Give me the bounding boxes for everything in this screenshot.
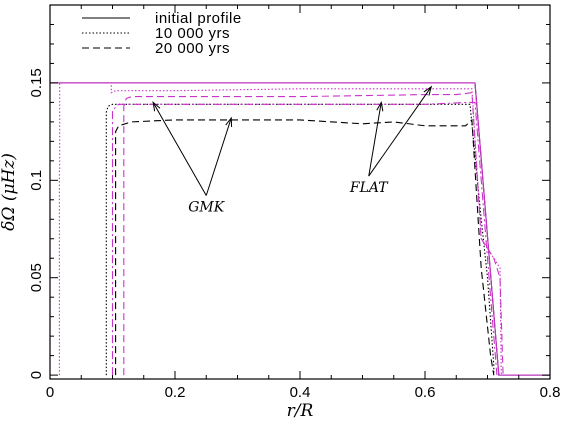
series-line-4 [58, 82, 502, 376]
series-line-3 [50, 82, 550, 376]
x-tick-label: 0 [46, 384, 54, 401]
annotation-label: FLAT [349, 180, 389, 196]
x-tick-label: 0.2 [165, 384, 186, 401]
annotation-arrowhead [152, 101, 161, 112]
plot-frame [49, 4, 551, 380]
annotation-arrowhead [423, 85, 433, 96]
annotations: GMK FLAT [152, 85, 433, 216]
annotation-label: GMK [188, 200, 226, 216]
legend-label: 10 000 yrs [155, 25, 230, 42]
x-tick-label: 0.8 [540, 384, 561, 401]
series-line-5 [123, 92, 504, 376]
legend-label: 20 000 yrs [155, 40, 230, 57]
x-axis-label: r/R [287, 401, 314, 421]
y-tick-label: 0.1 [28, 170, 45, 191]
y-tick-label: 0 [28, 371, 45, 379]
legend-label: initial profile [155, 10, 242, 27]
annotation-arrow [205, 117, 232, 196]
annotation-arrow [152, 102, 207, 196]
annotation-arrowhead [225, 116, 233, 127]
x-tick-label: 0.6 [415, 384, 436, 401]
y-axis-label: δΩ (μHz) [0, 153, 19, 231]
y-tick-label: 0.05 [28, 263, 45, 292]
ticks-layer: 0 0.2 0.4 0.6 0.8 0 0.05 0.1 0.15 [28, 4, 561, 401]
x-tick-label: 0.4 [290, 384, 311, 401]
series-line-6 [111, 101, 498, 376]
annotation-arrow [368, 86, 432, 177]
series-line-1 [105, 103, 495, 376]
annotation-arrowhead [376, 100, 384, 112]
annotation-arrow [368, 102, 382, 177]
series-layer [50, 82, 550, 376]
y-tick-label: 0.15 [28, 68, 45, 97]
series-line-0 [50, 82, 550, 376]
series-line-2 [115, 118, 495, 376]
